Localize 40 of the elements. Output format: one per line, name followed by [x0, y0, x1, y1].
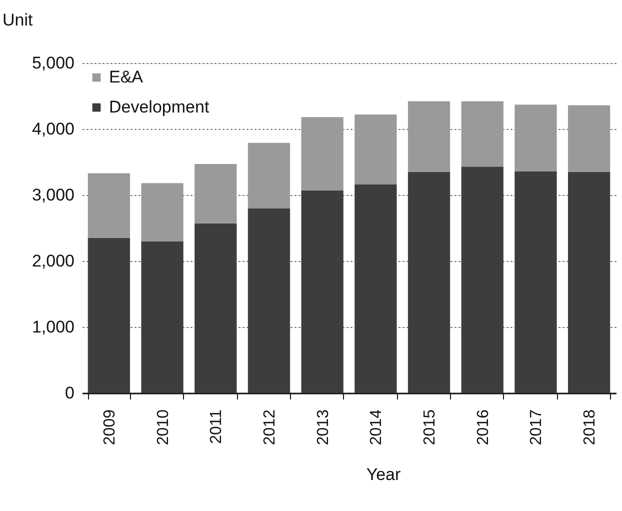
legend-label: Development [109, 98, 210, 116]
bar [248, 208, 290, 393]
x-tick-label: 2009 [101, 409, 118, 446]
y-tick-label: 4,000 [32, 120, 74, 138]
bar [88, 173, 130, 238]
x-tick-label: 2017 [528, 409, 546, 446]
x-tick-label: 2016 [474, 409, 492, 446]
bar [301, 117, 344, 190]
x-tick-label: 2018 [582, 409, 599, 446]
x-tick-label: 2014 [368, 409, 386, 446]
x-tick-label: 2013 [314, 409, 332, 446]
bar [461, 166, 504, 393]
y-tick-label: 2,000 [32, 252, 74, 270]
bar [141, 183, 184, 242]
bar [88, 238, 130, 393]
x-tick-label: 2011 [208, 409, 226, 444]
legend-label: E&A [109, 68, 144, 86]
y-tick-label: 3,000 [32, 186, 74, 204]
x-tick-label: 2010 [154, 409, 172, 446]
bar [461, 101, 504, 167]
bar [194, 164, 237, 224]
bar [514, 171, 557, 393]
bar [568, 172, 610, 393]
bar [514, 104, 557, 172]
bar [194, 223, 237, 393]
x-tick-label: 2012 [261, 409, 278, 446]
x-tick-label: 2015 [422, 409, 439, 446]
bar [301, 190, 344, 393]
y-tick-label: 1,000 [32, 318, 74, 336]
y-tick-label: 0 [65, 384, 74, 402]
y-axis-title: Unit [2, 10, 34, 30]
x-axis-title: Year [366, 465, 402, 484]
bar [408, 172, 450, 393]
bar [354, 184, 397, 393]
bar [141, 241, 184, 393]
bar [354, 114, 397, 184]
bar [408, 101, 450, 172]
bar [568, 105, 610, 172]
y-tick-label: 5,000 [32, 54, 74, 72]
bar [248, 142, 290, 208]
